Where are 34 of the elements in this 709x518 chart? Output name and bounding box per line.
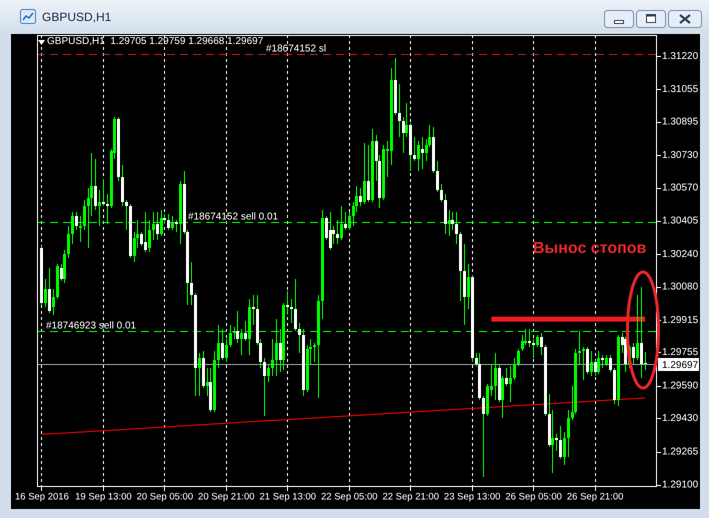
y-tick-label: 1.29915 <box>662 314 699 326</box>
y-tick-label: 1.30570 <box>662 182 699 194</box>
candlestick <box>582 347 585 380</box>
x-tick-label: 26 Sep 21:00 <box>566 491 624 502</box>
y-tick-label: 1.30730 <box>662 150 699 161</box>
ref-line-label: #18674152 sell 0.01 <box>188 211 279 222</box>
y-tick-label: 1.29100 <box>662 480 699 491</box>
x-tick-label: 22 Sep 05:00 <box>320 491 378 502</box>
y-tick-label: 1.29265 <box>662 446 699 458</box>
y-tick-label: 1.31055 <box>662 84 699 96</box>
y-tick-label: 1.29590 <box>662 380 699 392</box>
x-tick-label: 19 Sep 13:00 <box>75 491 132 502</box>
x-tick-label: 20 Sep 05:00 <box>136 491 194 502</box>
candlestick <box>102 179 105 206</box>
ref-line-label: #18746923 sell 0.01 <box>46 320 137 332</box>
x-tick-label: 26 Sep 05:00 <box>505 491 562 502</box>
x-tick-label: 16 Sep 2016 <box>14 491 69 502</box>
y-tick-label: 1.30895 <box>662 116 699 128</box>
x-tick-label: 21 Sep 13:00 <box>260 491 316 502</box>
y-tick-label: 1.30240 <box>662 249 699 260</box>
x-tick-label: 23 Sep 13:00 <box>444 491 500 502</box>
y-tick-label: 1.29755 <box>662 347 699 358</box>
y-tick-label: 1.29430 <box>662 412 699 424</box>
ref-line-label: #18674152 sl <box>266 43 326 54</box>
chart-title: GBPUSD,H1 <box>42 10 112 24</box>
ref-line-label: 1.29697 <box>662 360 699 371</box>
y-tick-label: 1.31220 <box>662 50 699 62</box>
chart-subtitle: GBPUSD,H1 1.29705 1.29759 1.29668 1.29697 <box>47 36 264 48</box>
y-tick-label: 1.30080 <box>662 281 699 292</box>
x-tick-label: 22 Sep 21:00 <box>382 491 439 502</box>
annotation: Вынос стопов <box>533 240 646 258</box>
y-tick-label: 1.30405 <box>662 216 699 227</box>
x-tick-label: 20 Sep 21:00 <box>198 491 255 502</box>
candlestick <box>290 299 293 323</box>
